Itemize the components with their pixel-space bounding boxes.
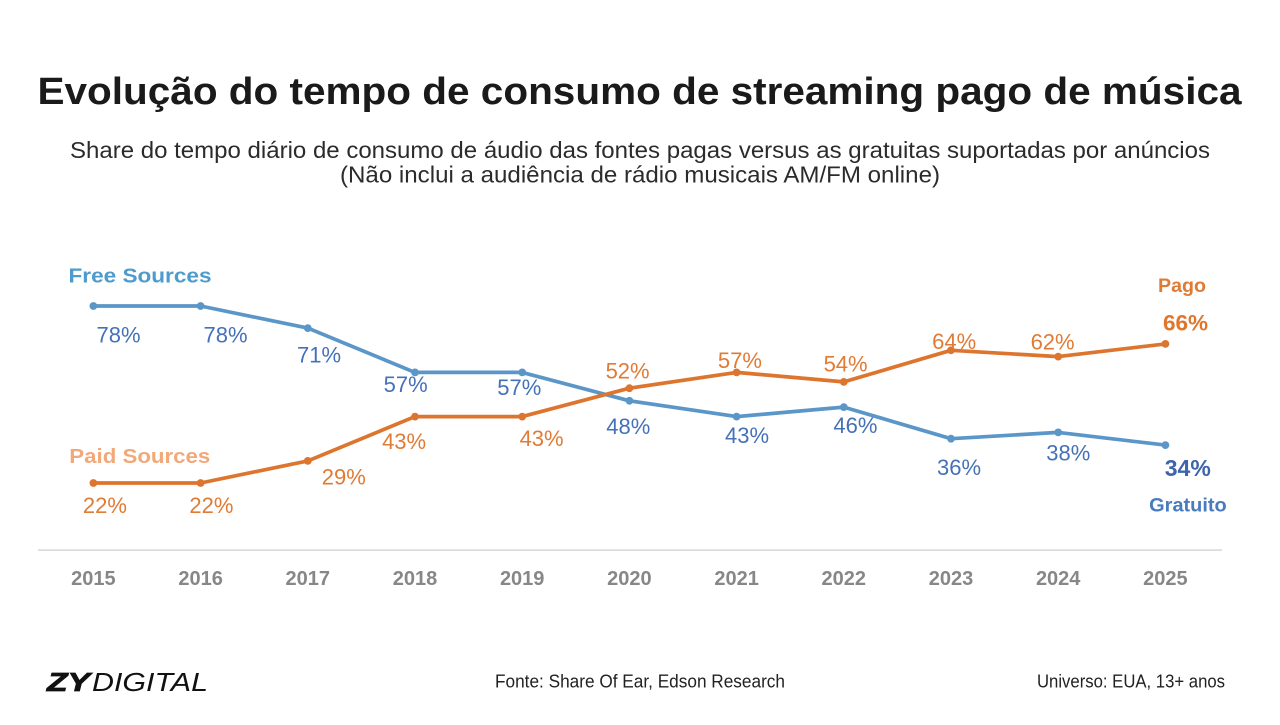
svg-text:Share do tempo diário de consu: Share do tempo diário de consumo de áudi…: [70, 137, 1210, 163]
svg-text:43%: 43%: [725, 423, 769, 448]
svg-text:2019: 2019: [500, 568, 545, 590]
svg-text:2023: 2023: [929, 568, 974, 590]
svg-text:29%: 29%: [322, 465, 366, 490]
svg-text:Evolução do tempo de consumo d: Evolução do tempo de consumo de streamin…: [38, 71, 1243, 113]
svg-text:2022: 2022: [822, 568, 867, 590]
svg-text:Fonte: Share Of Ear, Edson Res: Fonte: Share Of Ear, Edson Research: [495, 672, 785, 692]
svg-text:2016: 2016: [178, 568, 223, 590]
svg-text:Pago: Pago: [1158, 276, 1206, 297]
svg-text:ZY: ZY: [46, 667, 94, 697]
svg-text:2025: 2025: [1143, 568, 1188, 590]
svg-text:62%: 62%: [1031, 330, 1075, 355]
svg-text:54%: 54%: [824, 352, 868, 377]
svg-text:Paid Sources: Paid Sources: [69, 446, 210, 468]
svg-text:2015: 2015: [71, 568, 116, 590]
svg-text:57%: 57%: [718, 348, 762, 373]
svg-text:71%: 71%: [297, 342, 341, 367]
svg-text:78%: 78%: [96, 322, 140, 347]
svg-text:Universo: EUA, 13+ anos: Universo: EUA, 13+ anos: [1037, 672, 1225, 692]
svg-text:DIGITAL: DIGITAL: [92, 667, 208, 697]
svg-text:43%: 43%: [520, 426, 564, 451]
svg-text:2018: 2018: [393, 568, 438, 590]
svg-text:34%: 34%: [1165, 455, 1211, 481]
svg-text:52%: 52%: [606, 359, 650, 384]
svg-text:2021: 2021: [714, 568, 759, 590]
svg-text:(Não inclui a audiência de rád: (Não inclui a audiência de rádio musicai…: [340, 162, 940, 188]
svg-text:2020: 2020: [607, 568, 652, 590]
svg-text:2024: 2024: [1036, 568, 1081, 590]
svg-text:57%: 57%: [384, 372, 428, 397]
svg-text:57%: 57%: [497, 375, 541, 400]
svg-text:66%: 66%: [1163, 311, 1208, 336]
svg-text:Free Sources: Free Sources: [69, 266, 212, 288]
svg-text:64%: 64%: [932, 329, 976, 354]
svg-text:38%: 38%: [1046, 440, 1090, 465]
svg-text:36%: 36%: [937, 455, 981, 480]
svg-text:22%: 22%: [189, 493, 233, 518]
svg-text:2017: 2017: [286, 568, 331, 590]
svg-text:46%: 46%: [833, 413, 877, 438]
svg-text:78%: 78%: [203, 322, 247, 347]
svg-text:43%: 43%: [382, 429, 426, 454]
svg-text:48%: 48%: [606, 414, 650, 439]
svg-text:Gratuito: Gratuito: [1149, 495, 1227, 517]
svg-text:22%: 22%: [83, 493, 127, 518]
